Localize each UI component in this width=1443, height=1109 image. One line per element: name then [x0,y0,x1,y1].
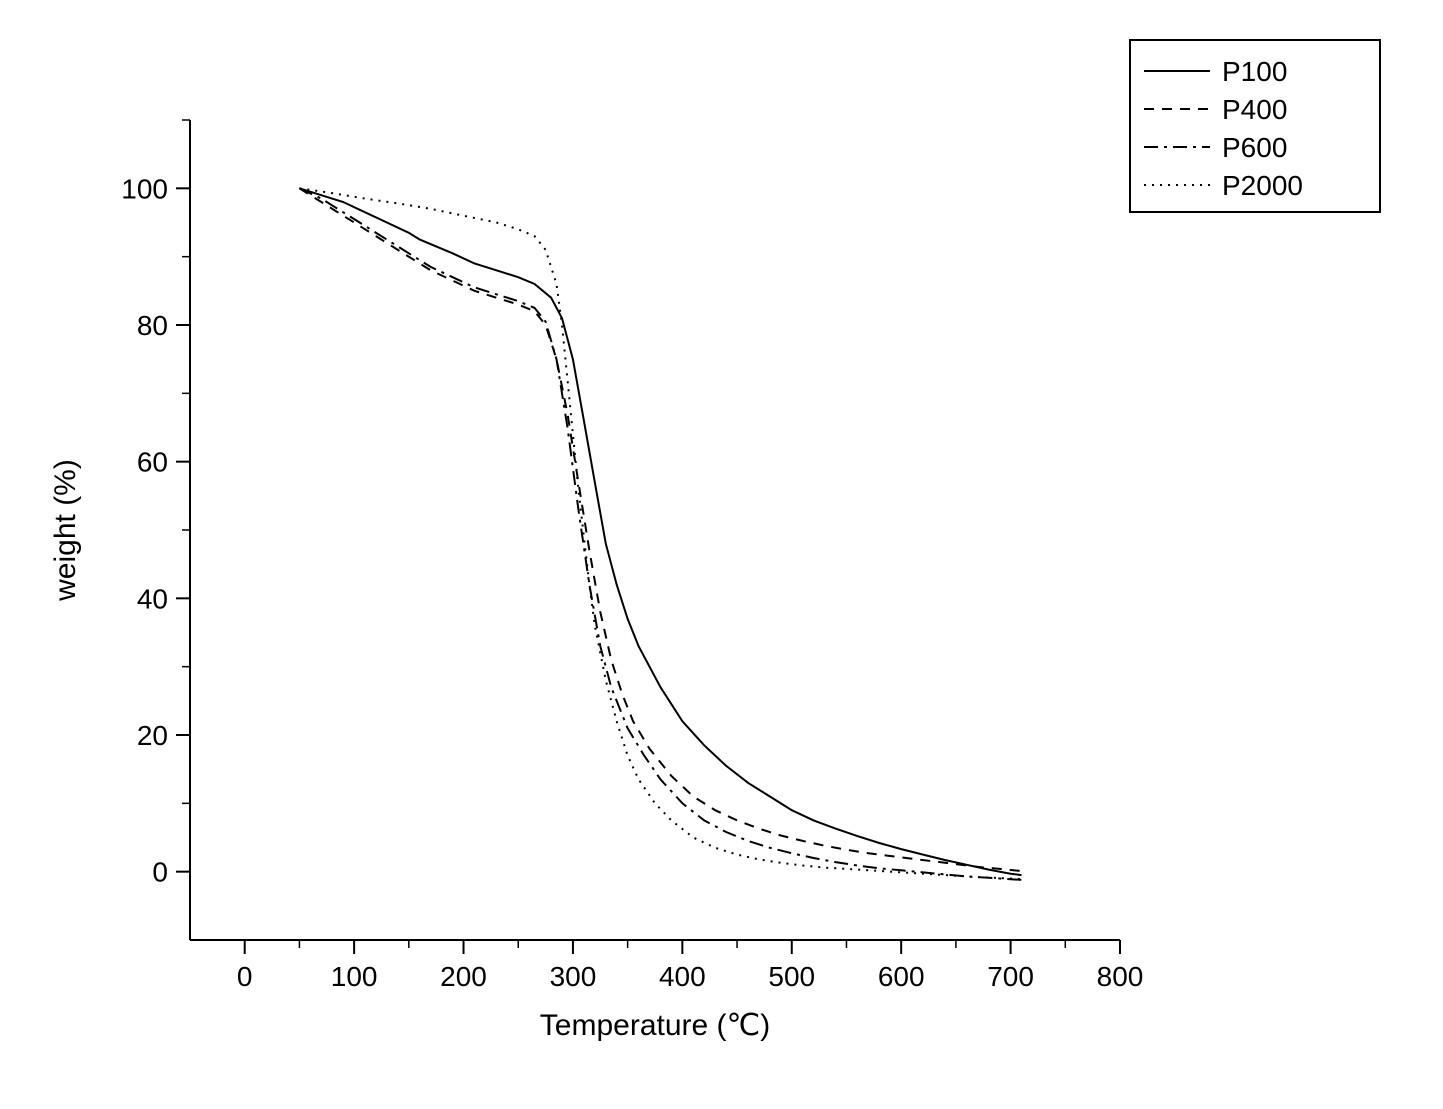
legend-label: P400 [1222,94,1287,125]
y-tick-label: 60 [137,447,168,478]
legend-label: P2000 [1222,170,1303,201]
x-tick-label: 700 [987,961,1034,992]
y-tick-label: 100 [121,173,168,204]
series-p2000 [299,188,1021,879]
legend-label: P100 [1222,56,1287,87]
x-tick-label: 0 [237,961,253,992]
series-p600 [299,188,1021,880]
y-tick-label: 0 [152,857,168,888]
legend-label: P600 [1222,132,1287,163]
x-tick-label: 500 [768,961,815,992]
page-root: 0 100 200 300 400 500 600 700 800 0 20 40 60 80 100 P1… [0,0,1443,1109]
y-tick-label: 40 [137,583,168,614]
series-p400 [299,188,1021,871]
x-tick-label: 400 [659,961,706,992]
x-tick-label: 100 [331,961,378,992]
x-tick-label: 200 [440,961,487,992]
x-tick-label: 300 [550,961,597,992]
y-tick-label: 20 [137,720,168,751]
series-p100 [299,188,1021,875]
x-tick-label: 600 [878,961,925,992]
tga-chart: 0 100 200 300 400 500 600 700 800 0 20 40 60 80 100 P1… [0,0,1443,1109]
y-tick-label: 80 [137,310,168,341]
x-tick-label: 800 [1097,961,1144,992]
y-axis-label: weight (%) [49,459,82,602]
x-axis-label: Temperature (℃) [540,1009,770,1042]
